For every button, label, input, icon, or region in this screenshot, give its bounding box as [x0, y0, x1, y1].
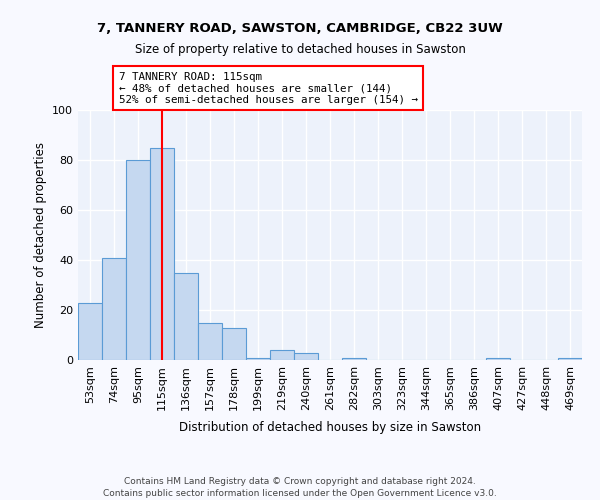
Bar	[294, 352, 318, 360]
Bar	[246, 358, 270, 360]
Bar	[102, 258, 126, 360]
Y-axis label: Number of detached properties: Number of detached properties	[34, 142, 47, 328]
Text: Contains public sector information licensed under the Open Government Licence v3: Contains public sector information licen…	[103, 489, 497, 498]
Text: 7, TANNERY ROAD, SAWSTON, CAMBRIDGE, CB22 3UW: 7, TANNERY ROAD, SAWSTON, CAMBRIDGE, CB2…	[97, 22, 503, 36]
X-axis label: Distribution of detached houses by size in Sawston: Distribution of detached houses by size …	[179, 421, 481, 434]
Bar	[486, 358, 510, 360]
Bar	[222, 328, 246, 360]
Bar	[126, 160, 150, 360]
Text: 7 TANNERY ROAD: 115sqm
← 48% of detached houses are smaller (144)
52% of semi-de: 7 TANNERY ROAD: 115sqm ← 48% of detached…	[119, 72, 418, 105]
Bar	[150, 148, 174, 360]
Bar	[78, 302, 102, 360]
Bar	[198, 322, 222, 360]
Bar	[558, 358, 582, 360]
Bar	[342, 358, 366, 360]
Bar	[174, 272, 198, 360]
Bar	[270, 350, 294, 360]
Text: Size of property relative to detached houses in Sawston: Size of property relative to detached ho…	[134, 42, 466, 56]
Text: Contains HM Land Registry data © Crown copyright and database right 2024.: Contains HM Land Registry data © Crown c…	[124, 478, 476, 486]
